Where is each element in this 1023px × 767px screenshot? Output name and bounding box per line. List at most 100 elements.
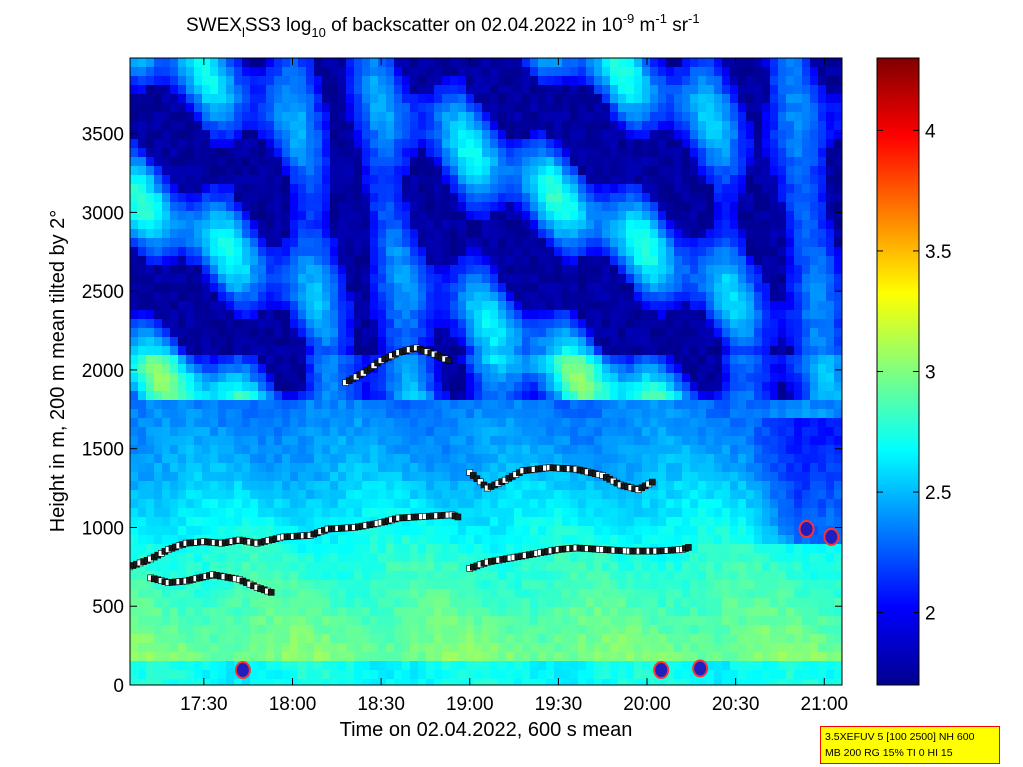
heatmap-cell <box>666 94 675 104</box>
heatmap-cell <box>818 220 827 230</box>
heatmap-cell <box>490 148 499 158</box>
heatmap-cell <box>746 211 755 221</box>
heatmap-cell <box>666 517 675 527</box>
heatmap-cell <box>362 328 371 338</box>
heatmap-cell <box>186 283 195 293</box>
heatmap-cell <box>226 481 235 491</box>
heatmap-cell <box>538 76 547 86</box>
heatmap-cell <box>146 319 155 329</box>
heatmap-cell <box>330 517 339 527</box>
heatmap-cell <box>258 328 267 338</box>
heatmap-cell <box>658 382 667 392</box>
heatmap-cell <box>770 130 779 140</box>
heatmap-cell <box>314 355 323 365</box>
heatmap-cell <box>666 355 675 365</box>
heatmap-cell <box>162 400 171 410</box>
heatmap-cell <box>826 427 835 437</box>
heatmap-cell <box>314 85 323 95</box>
heatmap-cell <box>794 445 803 455</box>
heatmap-cell <box>762 436 771 446</box>
heatmap-cell <box>666 526 675 536</box>
heatmap-cell <box>146 238 155 248</box>
heatmap-cell <box>730 283 739 293</box>
heatmap-cell <box>338 265 347 275</box>
heatmap-cell <box>410 355 419 365</box>
heatmap-cell <box>370 265 379 275</box>
heatmap-cell <box>322 211 331 221</box>
heatmap-cell <box>562 364 571 374</box>
heatmap-cell <box>394 229 403 239</box>
heatmap-cell <box>626 337 635 347</box>
heatmap-cell <box>266 355 275 365</box>
heatmap-cell <box>722 391 731 401</box>
heatmap-cell <box>586 328 595 338</box>
heatmap-cell <box>226 472 235 482</box>
heatmap-cell <box>410 310 419 320</box>
heatmap-cell <box>642 274 651 284</box>
heatmap-cell <box>506 229 515 239</box>
heatmap-cell <box>650 508 659 518</box>
heatmap-cell <box>418 139 427 149</box>
heatmap-cell <box>650 310 659 320</box>
heatmap-cell <box>170 499 179 509</box>
heatmap-cell <box>194 355 203 365</box>
heatmap-cell <box>370 436 379 446</box>
heatmap-cell <box>250 238 259 248</box>
heatmap-cell <box>570 211 579 221</box>
heatmap-cell <box>458 373 467 383</box>
heatmap-cell <box>458 247 467 257</box>
heatmap-cell <box>450 247 459 257</box>
heatmap-cell <box>466 526 475 536</box>
heatmap-cell <box>674 418 683 428</box>
heatmap-cell <box>642 490 651 500</box>
heatmap-cell <box>130 202 139 212</box>
heatmap-cell <box>722 364 731 374</box>
heatmap-cell <box>794 346 803 356</box>
heatmap-cell <box>306 256 315 266</box>
heatmap-cell <box>242 319 251 329</box>
heatmap-cell <box>538 517 547 527</box>
heatmap-cell <box>426 292 435 302</box>
heatmap-cell <box>770 499 779 509</box>
heatmap-cell <box>626 400 635 410</box>
heatmap-cell <box>178 526 187 536</box>
heatmap-cell <box>186 508 195 518</box>
heatmap-cell <box>826 193 835 203</box>
heatmap-cell <box>370 211 379 221</box>
heatmap-cell <box>378 508 387 518</box>
heatmap-cell <box>234 499 243 509</box>
heatmap-cell <box>394 292 403 302</box>
heatmap-cell <box>778 175 787 185</box>
heatmap-cell <box>482 121 491 131</box>
heatmap-cell <box>666 76 675 86</box>
heatmap-cell <box>386 148 395 158</box>
heatmap-cell <box>578 130 587 140</box>
heatmap-cell <box>290 67 299 77</box>
heatmap-cell <box>642 526 651 536</box>
heatmap-cell <box>178 274 187 284</box>
heatmap-cell <box>754 310 763 320</box>
heatmap-cell <box>466 292 475 302</box>
heatmap-cell <box>562 229 571 239</box>
heatmap-cell <box>658 373 667 383</box>
heatmap-cell <box>818 436 827 446</box>
heatmap-cell <box>634 472 643 482</box>
heatmap-cell <box>322 472 331 482</box>
heatmap-cell <box>730 175 739 185</box>
heatmap-cell <box>298 220 307 230</box>
heatmap-cell <box>466 418 475 428</box>
heatmap-cell <box>346 391 355 401</box>
heatmap-cell <box>722 211 731 221</box>
heatmap-cell <box>354 310 363 320</box>
heatmap-cell <box>274 373 283 383</box>
heatmap-cell <box>282 229 291 239</box>
heatmap-cell <box>418 130 427 140</box>
heatmap-cell <box>778 409 787 419</box>
heatmap-cell <box>706 229 715 239</box>
heatmap-cell <box>162 364 171 374</box>
heatmap-cell <box>442 409 451 419</box>
heatmap-cell <box>514 319 523 329</box>
heatmap-cell <box>466 328 475 338</box>
heatmap-cell <box>466 355 475 365</box>
heatmap-cell <box>586 229 595 239</box>
